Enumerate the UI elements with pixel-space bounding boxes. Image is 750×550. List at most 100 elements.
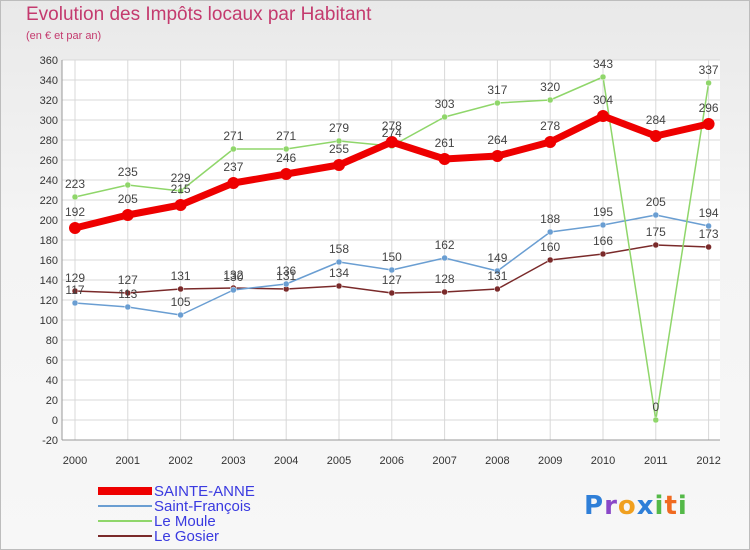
data-label: 188 (540, 212, 560, 226)
y-tick-label: 160 (40, 255, 58, 267)
proxiti-logo: Proxiti (584, 491, 688, 521)
data-point (599, 221, 607, 229)
data-point (441, 288, 448, 296)
data-label: 284 (646, 113, 666, 127)
x-tick-label: 2009 (538, 455, 562, 467)
legend-swatch (98, 487, 152, 495)
data-point (494, 285, 501, 293)
data-label: 278 (540, 119, 560, 133)
data-label: 129 (65, 271, 85, 285)
data-point (282, 280, 290, 288)
y-tick-label: 320 (40, 95, 58, 107)
data-label: 215 (171, 182, 191, 196)
data-label: 261 (435, 136, 455, 150)
data-label: 0 (652, 400, 659, 414)
data-point (282, 145, 290, 153)
data-point (705, 222, 712, 230)
data-label: 304 (593, 93, 613, 107)
data-point (705, 79, 712, 87)
data-label: 303 (435, 97, 455, 111)
data-point (335, 258, 343, 266)
y-tick-label: 220 (40, 195, 58, 207)
data-point (599, 250, 607, 258)
legend-swatch (98, 505, 152, 507)
data-point (494, 267, 501, 275)
y-tick-label: 260 (40, 155, 58, 167)
data-label: 205 (646, 195, 666, 209)
legend-swatch (98, 520, 152, 522)
y-tick-label: 60 (46, 355, 58, 367)
y-tick-label: 20 (46, 395, 58, 407)
data-label: 131 (171, 269, 191, 283)
data-point (652, 416, 660, 424)
data-label: 237 (223, 160, 243, 174)
data-point (597, 110, 609, 122)
data-point (121, 209, 134, 221)
data-label: 195 (593, 205, 613, 219)
data-label: 166 (593, 234, 613, 248)
data-label: 127 (118, 273, 138, 287)
data-label: 132 (223, 268, 243, 282)
data-point (177, 311, 184, 319)
data-label: 278 (382, 119, 402, 133)
data-point (71, 299, 79, 307)
data-label: 205 (118, 192, 138, 206)
data-point (124, 289, 132, 297)
data-label: 343 (593, 57, 613, 71)
data-label: 127 (382, 273, 402, 287)
data-label: 317 (487, 83, 507, 97)
data-point (69, 222, 81, 234)
x-tick-label: 2004 (274, 455, 298, 467)
data-point (438, 153, 451, 165)
data-point (333, 159, 345, 171)
data-label: 131 (487, 269, 507, 283)
data-label: 235 (118, 165, 138, 179)
data-label: 128 (435, 272, 455, 286)
y-tick-label: -20 (42, 435, 58, 447)
y-tick-label: 100 (40, 315, 58, 327)
chart-title: Evolution des Impôts locaux par Habitant (26, 4, 372, 25)
data-label: 173 (699, 227, 719, 241)
y-tick-label: 360 (40, 55, 58, 67)
y-tick-label: 200 (40, 215, 58, 227)
y-tick-label: 180 (40, 235, 58, 247)
data-label: 229 (171, 171, 191, 185)
x-tick-label: 2011 (644, 455, 668, 467)
data-label: 160 (540, 240, 560, 254)
data-point (652, 241, 660, 249)
data-label: 223 (65, 177, 85, 191)
data-point (544, 136, 557, 148)
data-point (388, 289, 396, 297)
data-label: 134 (329, 266, 349, 280)
y-tick-label: 280 (40, 135, 58, 147)
data-point (230, 286, 237, 294)
legend-swatch (98, 535, 152, 537)
legend-label: Le Gosier (154, 528, 220, 545)
data-point (230, 145, 237, 153)
legend-label: SAINTE-ANNE (154, 483, 255, 500)
data-point (280, 168, 293, 180)
data-point (441, 113, 448, 121)
data-point (174, 199, 187, 211)
data-point (124, 181, 132, 189)
data-point (599, 73, 607, 81)
data-point (652, 211, 660, 219)
y-tick-label: 80 (46, 335, 58, 347)
data-label: 149 (487, 251, 507, 265)
legend-label: Le Moule (154, 513, 216, 530)
data-point (546, 96, 554, 104)
data-point (491, 150, 504, 162)
data-point (124, 303, 132, 311)
x-tick-label: 2001 (116, 455, 140, 467)
x-tick-label: 2007 (432, 455, 456, 467)
data-label: 274 (382, 126, 402, 140)
y-tick-label: 240 (40, 175, 58, 187)
data-label: 296 (699, 101, 719, 115)
data-point (335, 282, 343, 290)
data-label: 136 (276, 264, 296, 278)
data-label: 192 (65, 205, 85, 219)
data-point (227, 177, 240, 189)
data-point (494, 99, 501, 107)
y-tick-label: 0 (52, 415, 58, 427)
